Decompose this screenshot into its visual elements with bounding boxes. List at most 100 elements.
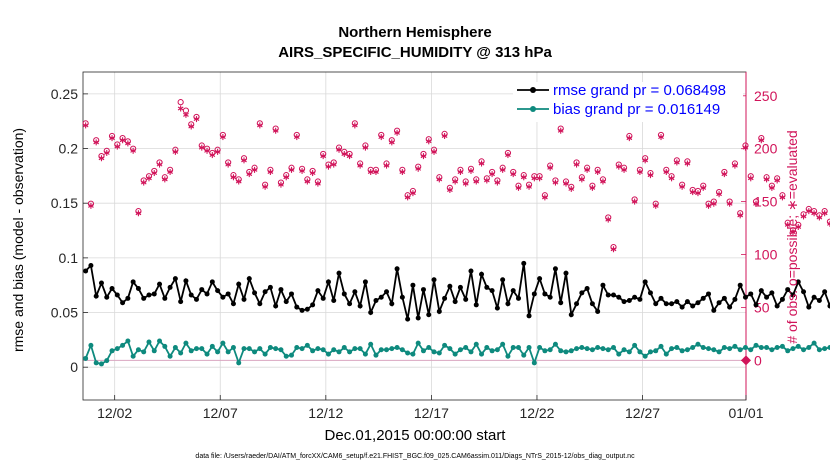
rmse-point: [611, 292, 617, 298]
rmse-point: [690, 303, 696, 309]
rmse-point: [204, 291, 210, 297]
bias-point: [452, 351, 458, 357]
y-tick-label-right: 200: [754, 141, 778, 157]
bias-point: [230, 345, 236, 351]
rmse-point: [663, 301, 669, 307]
asterisk-stroke: [251, 167, 258, 172]
asterisk-stroke: [526, 184, 532, 189]
rmse-point: [748, 291, 754, 297]
obs-evaluated-point: [457, 168, 464, 175]
obs-evaluated-point: [695, 190, 701, 197]
rmse-point: [531, 291, 537, 297]
asterisk-stroke: [404, 195, 411, 200]
obs-evaluated-point: [346, 153, 353, 160]
bias-point: [151, 348, 157, 354]
obs-evaluated-point: [288, 166, 295, 173]
bias-point: [658, 343, 664, 349]
asterisk-stroke: [415, 166, 422, 171]
obs-evaluated-point: [768, 184, 775, 191]
obs-evaluated-point: [700, 184, 707, 191]
obs-evaluated-point: [93, 139, 100, 146]
asterisk-stroke: [594, 170, 601, 174]
asterisk-stroke: [172, 149, 179, 154]
asterisk-stroke: [615, 164, 622, 169]
obs-evaluated-point: [362, 144, 369, 151]
obs-evaluated-point: [573, 161, 580, 168]
asterisk-stroke: [584, 167, 590, 172]
y-tick-label-left: 0.2: [59, 141, 79, 157]
rmse-point: [114, 292, 120, 298]
obs-evaluated-point: [124, 140, 131, 147]
rmse-point: [252, 290, 258, 296]
bias-point: [600, 346, 606, 352]
obs-evaluated-point: [304, 178, 311, 185]
asterisk-stroke: [204, 148, 210, 153]
bias-point: [774, 345, 780, 351]
asterisk-stroke: [304, 179, 311, 184]
obs-evaluated-point: [98, 155, 105, 162]
bias-point: [273, 346, 279, 352]
bias-point: [589, 347, 595, 353]
obs-evaluated-point: [753, 200, 759, 207]
obs-evaluated-point: [278, 181, 284, 188]
rmse-point: [109, 285, 115, 291]
rmse-point: [431, 277, 437, 283]
rmse-point: [521, 260, 527, 266]
obs-evaluated-point: [568, 185, 575, 192]
obs-evaluated-point: [584, 166, 590, 173]
rmse-point: [806, 304, 812, 310]
bias-point: [399, 347, 405, 353]
asterisk-stroke: [631, 199, 638, 204]
obs-evaluated-point: [605, 216, 612, 223]
obs-evaluated-point: [140, 179, 147, 186]
bias-point: [700, 345, 706, 351]
rmse-point: [267, 284, 273, 290]
asterisk-stroke: [573, 162, 580, 167]
rmse-point: [827, 303, 830, 309]
asterisk-stroke: [114, 144, 121, 149]
bias-point: [130, 353, 136, 359]
asterisk-stroke: [246, 172, 253, 177]
bias-point: [120, 342, 126, 348]
x-tick-label: 12/17: [414, 405, 449, 421]
obs-evaluated-point: [198, 144, 205, 151]
asterisk-stroke: [267, 170, 274, 174]
rmse-point: [653, 301, 659, 307]
bias-point: [246, 346, 252, 352]
bias-line: [84, 339, 830, 366]
bias-point: [795, 343, 801, 349]
rmse-point: [310, 302, 316, 308]
obs-evaluated-point: [272, 127, 279, 134]
asterisk-stroke: [278, 182, 284, 187]
obs-evaluated-point: [600, 178, 606, 185]
bias-point: [811, 340, 817, 346]
obs-evaluated-point: [109, 135, 115, 142]
bias-point: [742, 345, 748, 351]
asterisk-stroke: [146, 176, 152, 181]
rmse-point: [457, 284, 463, 290]
rmse-point: [426, 312, 432, 318]
bias-point: [167, 353, 173, 359]
bias-point: [98, 361, 104, 367]
obs-evaluated-point: [425, 138, 432, 145]
asterisk-stroke: [357, 163, 364, 168]
rmse-point: [230, 301, 236, 307]
obs-evaluated-point: [816, 214, 823, 221]
asterisk-stroke: [578, 177, 585, 182]
asterisk-stroke: [589, 185, 596, 190]
asterisk-stroke: [193, 117, 200, 122]
rmse-point: [384, 289, 390, 295]
obs-evaluated-point: [82, 122, 89, 129]
asterisk-stroke: [241, 158, 247, 163]
rmse-point: [600, 282, 606, 288]
rmse-point: [674, 299, 680, 305]
rmse-point: [304, 306, 310, 312]
rmse-point: [621, 299, 627, 305]
bias-point: [336, 349, 342, 355]
obs-evaluated-point: [214, 148, 221, 155]
obs-evaluated-point: [721, 171, 728, 178]
bias-point: [267, 345, 273, 351]
rmse-point: [362, 279, 368, 285]
rmse-point: [658, 295, 664, 301]
bias-point: [88, 342, 94, 348]
